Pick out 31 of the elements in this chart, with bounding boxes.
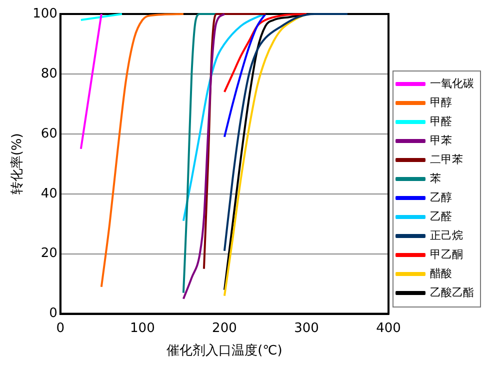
y-tick-label: 80: [40, 66, 58, 82]
legend-label: 醋酸: [430, 266, 452, 280]
x-tick-label: 400: [376, 320, 401, 336]
line-series: [182, 13, 266, 222]
y-tick-label: 100: [32, 6, 58, 22]
x-axis-title: 催化剂入口温度(℃): [166, 342, 282, 359]
y-tick-label: 0: [49, 306, 58, 322]
y-tick-label: 60: [40, 126, 58, 142]
legend-label: 正己烷: [430, 228, 463, 242]
legend-label: 二甲苯: [430, 152, 463, 166]
x-tick-label: 300: [294, 320, 319, 336]
line-series: [223, 13, 348, 252]
legend-label: 苯: [430, 172, 441, 185]
line-series: [182, 13, 226, 300]
line-series: [223, 13, 308, 93]
line-series: [202, 13, 266, 270]
legend-label: 甲醛: [430, 114, 452, 128]
line-series: [100, 13, 184, 288]
legend-label: 一氧化碳: [430, 76, 474, 90]
line-series: [223, 13, 266, 138]
legend-label: 甲乙酮: [430, 248, 463, 261]
legend-label: 甲醇: [430, 96, 452, 109]
legend-label: 乙酸乙酯: [430, 286, 474, 299]
legend-label: 乙醛: [430, 210, 452, 223]
x-tick-label: 200: [212, 320, 237, 336]
y-axis-title: 转化率(%): [9, 133, 26, 195]
legend-label: 甲苯: [430, 134, 452, 147]
x-tick-label: 100: [130, 320, 155, 336]
y-tick-label: 20: [40, 246, 58, 262]
y-tick-label: 40: [40, 186, 58, 202]
legend-label: 乙醇: [430, 190, 452, 204]
